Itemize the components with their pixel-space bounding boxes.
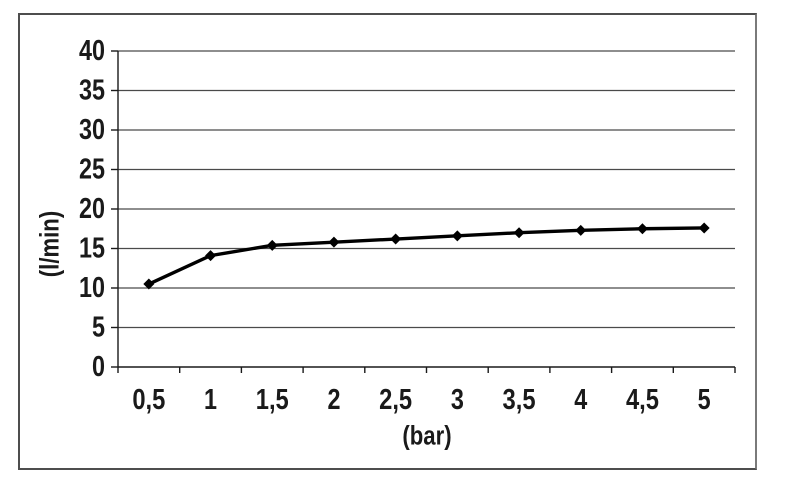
y-tick-label: 35: [79, 75, 105, 107]
y-tick-label: 40: [79, 35, 105, 67]
x-tick-label: 3: [451, 384, 464, 416]
y-tick-label: 20: [79, 193, 105, 225]
series-line: [148, 226, 705, 286]
x-tick-label: 1,5: [256, 384, 289, 416]
y-tick-label: 0: [92, 351, 105, 383]
y-tick-label: 30: [79, 114, 105, 146]
x-tick-label: 2,5: [379, 384, 412, 416]
x-tick-label: 2: [327, 384, 340, 416]
y-axis-title: (l/min): [34, 210, 65, 278]
y-tick-label: 5: [92, 312, 105, 344]
data-point-marker: [636, 223, 648, 235]
x-tick-label: 5: [698, 384, 711, 416]
x-tick-label: 1: [204, 384, 217, 416]
y-tick-label: 10: [79, 272, 105, 304]
data-point-marker: [328, 236, 340, 248]
x-tick-label: 4: [574, 384, 587, 416]
data-point-marker: [513, 227, 525, 239]
data-point-marker: [143, 278, 155, 290]
data-point-marker: [451, 230, 463, 242]
y-tick-label: 15: [79, 233, 105, 265]
data-point-marker: [205, 250, 217, 262]
data-point-marker: [266, 239, 278, 251]
chart-frame: [18, 13, 757, 470]
x-tick-label: 3,5: [503, 384, 536, 416]
data-point-marker: [698, 222, 710, 234]
data-point-marker: [390, 233, 402, 245]
x-axis-title: (bar): [402, 420, 452, 451]
data-point-marker: [575, 224, 587, 236]
x-tick-label: 0,5: [132, 384, 165, 416]
y-tick-label: 25: [79, 154, 105, 186]
x-tick-label: 4,5: [626, 384, 659, 416]
